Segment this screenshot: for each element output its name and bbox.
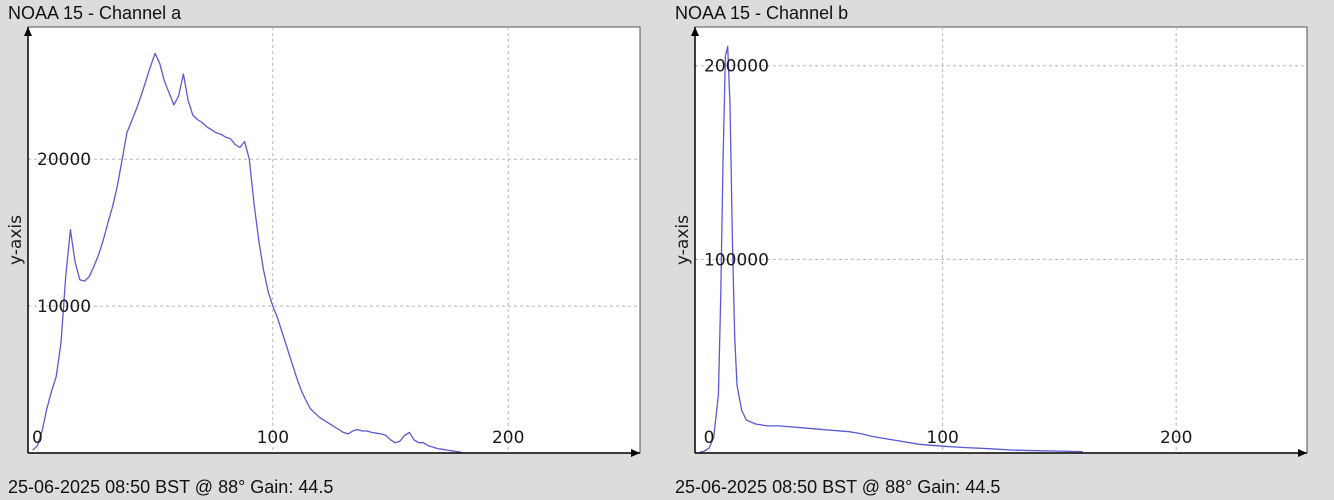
x-tick-label: 0 xyxy=(32,428,43,448)
y-tick-label: 20000 xyxy=(37,150,91,170)
x-tick-label: 0 xyxy=(704,428,715,448)
status-footer: 25-06-2025 08:50 BST @ 88° Gain: 44.5 xyxy=(8,477,334,497)
y-tick-label: 200000 xyxy=(704,57,769,77)
x-tick-label: 200 xyxy=(1160,428,1192,448)
y-axis-label: y-axis xyxy=(673,215,693,265)
x-axis-arrow xyxy=(631,449,640,457)
chart-title: NOAA 15 - Channel a xyxy=(8,3,182,23)
channel-b-panel: NOAA 15 - Channel b 0 100 200 100000 200000 y… xyxy=(667,0,1334,500)
chart-title: NOAA 15 - Channel b xyxy=(675,3,849,23)
data-series-line xyxy=(699,45,1083,454)
y-axis-label: y-axis xyxy=(6,215,26,265)
y-tick-label: 10000 xyxy=(37,297,91,317)
plot-area xyxy=(27,26,641,454)
channel-b-chart: 0 100 200 100000 200000 y-axis xyxy=(673,26,1308,457)
y-tick-label: 100000 xyxy=(704,250,769,270)
channel-a-chart: 0 100 200 10000 20000 y-axis xyxy=(6,26,641,457)
y-axis-arrow xyxy=(691,27,699,36)
data-series-line xyxy=(32,52,462,453)
x-tick-label: 100 xyxy=(257,428,289,448)
x-axis-arrow xyxy=(1298,449,1307,457)
x-tick-label: 200 xyxy=(492,428,524,448)
channel-a-panel: NOAA 15 - Channel a 0 100 200 10000 20000 y-a… xyxy=(6,3,641,497)
plot-area xyxy=(694,26,1308,454)
status-footer: 25-06-2025 08:50 BST @ 88° Gain: 44.5 xyxy=(675,477,1001,497)
y-axis-arrow xyxy=(24,27,32,36)
x-tick-label: 100 xyxy=(926,428,958,448)
